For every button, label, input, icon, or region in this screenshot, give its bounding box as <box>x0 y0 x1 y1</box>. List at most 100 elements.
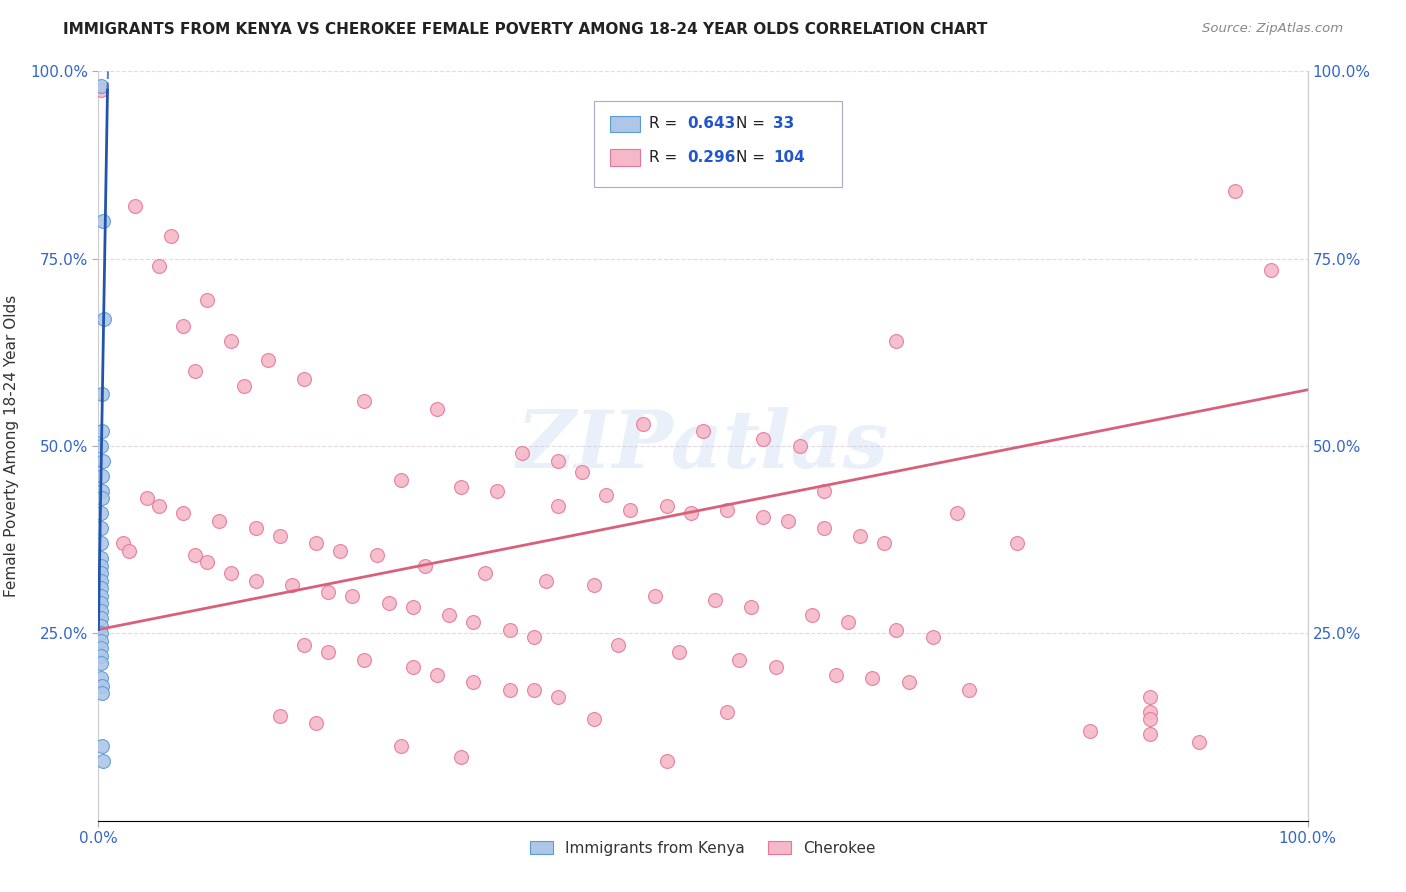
Point <box>377 596 399 610</box>
Point <box>1223 184 1246 198</box>
Point <box>111 536 134 550</box>
Point <box>90 507 112 521</box>
Point <box>1188 735 1211 749</box>
Point <box>353 652 375 666</box>
Point <box>921 630 943 644</box>
Text: Source: ZipAtlas.com: Source: ZipAtlas.com <box>1202 22 1343 36</box>
Point <box>498 682 520 697</box>
Point <box>90 521 112 535</box>
Point <box>353 394 375 409</box>
Point <box>245 521 267 535</box>
Point <box>91 739 114 753</box>
Point <box>463 675 485 690</box>
Point <box>305 536 328 550</box>
Point <box>91 686 114 700</box>
Point <box>118 544 141 558</box>
Point <box>607 638 630 652</box>
Point <box>583 577 606 591</box>
Point <box>1139 713 1161 727</box>
Point <box>90 671 112 685</box>
Point <box>752 432 775 446</box>
Point <box>571 465 593 479</box>
Point <box>523 682 546 697</box>
Point <box>208 514 231 528</box>
Point <box>402 660 425 674</box>
Point <box>402 600 425 615</box>
Point <box>800 607 823 622</box>
Point <box>90 558 112 573</box>
Point <box>90 641 112 656</box>
Point <box>679 507 702 521</box>
Point <box>160 229 183 244</box>
Point <box>1139 727 1161 741</box>
Point <box>426 401 449 416</box>
Point <box>1078 723 1101 738</box>
Point <box>547 690 569 704</box>
Point <box>389 473 412 487</box>
Point <box>1139 690 1161 704</box>
Text: R =: R = <box>648 150 682 165</box>
Point <box>463 615 485 629</box>
Point <box>752 510 775 524</box>
Y-axis label: Female Poverty Among 18-24 Year Olds: Female Poverty Among 18-24 Year Olds <box>4 295 18 597</box>
Point <box>486 483 509 498</box>
Point <box>90 589 112 603</box>
Point <box>474 566 496 581</box>
Point <box>90 657 112 671</box>
Text: N =: N = <box>735 150 769 165</box>
Point <box>873 536 896 550</box>
Point <box>90 536 112 550</box>
Point <box>631 417 654 431</box>
Point <box>692 424 714 438</box>
Legend: Immigrants from Kenya, Cherokee: Immigrants from Kenya, Cherokee <box>524 834 882 862</box>
Point <box>135 491 157 506</box>
Point <box>232 379 254 393</box>
Point <box>619 502 641 516</box>
Point <box>91 491 114 506</box>
Point <box>728 652 751 666</box>
Point <box>221 334 243 348</box>
Point <box>292 371 315 385</box>
Point <box>90 582 112 596</box>
Text: 33: 33 <box>773 116 794 131</box>
Point <box>281 577 304 591</box>
Point <box>90 79 112 94</box>
Point <box>269 529 291 543</box>
Point <box>90 551 112 566</box>
Point <box>316 585 339 599</box>
Point <box>148 259 170 273</box>
Text: 0.643: 0.643 <box>688 116 735 131</box>
Point <box>389 739 412 753</box>
Point <box>91 483 114 498</box>
Point <box>437 607 460 622</box>
Point <box>90 648 112 663</box>
Point <box>292 638 315 652</box>
Point <box>716 502 738 516</box>
Point <box>90 566 112 581</box>
Point <box>1007 536 1029 550</box>
Point <box>342 589 364 603</box>
Point <box>789 439 811 453</box>
Point <box>1260 263 1282 277</box>
Point <box>534 574 557 588</box>
Point <box>426 667 449 681</box>
Point <box>655 754 678 768</box>
Point <box>547 499 569 513</box>
Point <box>668 645 690 659</box>
Point <box>510 446 533 460</box>
Point <box>886 623 908 637</box>
Point <box>184 548 207 562</box>
Point <box>90 604 112 618</box>
Point <box>90 619 112 633</box>
Point <box>595 488 617 502</box>
Point <box>91 454 114 468</box>
Point <box>886 334 908 348</box>
Point <box>256 352 278 367</box>
Point <box>716 705 738 719</box>
Point <box>860 671 883 685</box>
Point <box>91 214 114 228</box>
Point <box>195 555 218 569</box>
Point <box>124 199 146 213</box>
Point <box>366 548 388 562</box>
Point <box>245 574 267 588</box>
